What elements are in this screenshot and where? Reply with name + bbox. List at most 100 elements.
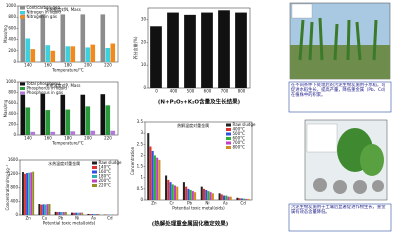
bar bbox=[185, 186, 188, 200]
bar bbox=[182, 182, 185, 200]
bar bbox=[218, 193, 221, 200]
bar bbox=[60, 94, 66, 135]
bar bbox=[187, 188, 190, 200]
bar bbox=[20, 94, 26, 135]
x-tick-label: 220 bbox=[104, 136, 112, 141]
legend-label: Cont/carbon-gen bbox=[27, 5, 61, 10]
y-tick-label: 400 bbox=[10, 198, 18, 203]
legend-swatch bbox=[92, 170, 97, 174]
x-tick-label: 200 bbox=[84, 136, 92, 141]
legend-label: 220°C bbox=[99, 183, 112, 188]
legend-swatch bbox=[226, 141, 231, 145]
legend-swatch bbox=[226, 123, 231, 127]
bar bbox=[243, 198, 246, 200]
x-tick-label: 0 bbox=[155, 89, 158, 94]
bar bbox=[20, 14, 26, 62]
bar bbox=[24, 173, 26, 215]
x-tick-label: Zn bbox=[26, 216, 32, 221]
y-tick-label: 600 bbox=[8, 100, 16, 105]
bar bbox=[70, 46, 76, 62]
y-tick-label: 400 bbox=[8, 37, 16, 42]
y-tick-label: 800 bbox=[10, 185, 18, 190]
y-axis-label: 养分含量(%) bbox=[132, 36, 138, 59]
x-tick-label: Ni bbox=[75, 216, 79, 221]
bar bbox=[26, 173, 29, 215]
chart-title: (N+P₂O₅+K₂O含量及生长结果) bbox=[158, 98, 241, 106]
y-tick-label: 1.5 bbox=[137, 164, 144, 169]
bar bbox=[65, 109, 71, 135]
legend-label: Raw sludge bbox=[233, 122, 256, 127]
bar bbox=[105, 48, 111, 62]
x-tick-label: 700 bbox=[221, 89, 229, 94]
y-tick-label: 2.5 bbox=[137, 141, 144, 146]
y-tick-label: 200 bbox=[8, 121, 16, 126]
y-tick-label: 0 bbox=[143, 85, 146, 90]
legend-label: 500°C bbox=[233, 131, 246, 136]
x-tick-label: 220 bbox=[104, 63, 112, 68]
bar bbox=[30, 131, 36, 135]
bar bbox=[223, 195, 226, 200]
y-tick-label: 3.5 bbox=[137, 119, 144, 124]
bar bbox=[89, 214, 92, 215]
bar bbox=[229, 196, 232, 200]
bar bbox=[100, 14, 106, 62]
bar bbox=[245, 198, 248, 200]
y-axis-label: Mass/mg bbox=[3, 25, 8, 43]
bar bbox=[40, 93, 46, 135]
y-tick-label: 600 bbox=[8, 25, 16, 30]
legend-label: 180°C bbox=[99, 174, 112, 179]
bar bbox=[60, 212, 63, 215]
chart-title: 水热温度对P, Mass bbox=[45, 82, 80, 88]
composite: 在不同条件下处理后的污泥生物炭施用于水稻，可促进水稻生长，提高产量，降低重金属（… bbox=[3, 2, 392, 232]
bar bbox=[165, 175, 168, 200]
bar bbox=[50, 131, 56, 135]
bar bbox=[153, 155, 156, 200]
y-axis-label: Mass/mg bbox=[3, 99, 8, 117]
bar bbox=[147, 133, 150, 200]
legend-label: Total phosphorus bbox=[26, 81, 61, 86]
legend-label: Raw sludge bbox=[99, 160, 122, 165]
x-tick-label: Pb bbox=[187, 201, 192, 206]
bar bbox=[25, 38, 31, 62]
legend-swatch bbox=[20, 82, 25, 86]
bar bbox=[202, 188, 206, 200]
bar bbox=[158, 159, 161, 200]
y-axis-label: Concentration/mg·kg⁻¹ bbox=[5, 164, 10, 210]
bar bbox=[240, 198, 243, 200]
y-tick-label: 800 bbox=[8, 90, 16, 95]
legend-label: Phosphorus in liquid bbox=[27, 86, 68, 91]
bar bbox=[87, 213, 90, 215]
bar bbox=[167, 179, 170, 200]
legend-swatch bbox=[92, 179, 97, 183]
bar bbox=[167, 12, 179, 89]
legend-label: 200°C bbox=[99, 178, 112, 183]
bar bbox=[238, 198, 241, 200]
panel-text: 在不同条件下处理后的污泥生物炭施用于水稻，可促进水稻生长，提高产量，降低重金属（… bbox=[291, 83, 388, 99]
x-tick-label: Cd bbox=[240, 201, 246, 206]
bar bbox=[60, 14, 66, 62]
text-box-content: 在不同条件下处理后的污泥生物炭施用于水稻，可促进水稻生长，提高产量，降低重金属（… bbox=[291, 83, 388, 99]
bar bbox=[70, 131, 76, 135]
bar bbox=[191, 191, 194, 200]
bar bbox=[91, 214, 94, 215]
legend-label: 160°C bbox=[99, 169, 112, 174]
bar bbox=[227, 196, 230, 200]
legend-label: 700°C bbox=[233, 140, 246, 145]
x-tick-label: Pb bbox=[58, 216, 63, 221]
page: 在不同条件下处理后的污泥生物炭施用于水稻，可促进水稻生长，提高产量，降低重金属（… bbox=[3, 2, 392, 232]
bar bbox=[220, 194, 223, 200]
bar bbox=[46, 204, 49, 215]
x-tick-label: Cu bbox=[42, 216, 48, 221]
bar bbox=[73, 212, 75, 215]
x-tick-label: As bbox=[91, 216, 96, 221]
bar bbox=[110, 130, 116, 135]
bar bbox=[176, 186, 179, 200]
bar bbox=[71, 212, 73, 215]
bar bbox=[48, 204, 51, 215]
legend-label: Nitrogen in liquid bbox=[27, 10, 62, 15]
bar bbox=[90, 130, 96, 135]
panel-text: 污泥生物炭施用于土壤后显著促进作物生长，重金属有效态含量降低。 bbox=[291, 205, 386, 216]
x-tick-label: Ni bbox=[205, 201, 209, 206]
legend-swatch bbox=[226, 132, 231, 136]
y-tick-label: 30 bbox=[141, 16, 147, 21]
